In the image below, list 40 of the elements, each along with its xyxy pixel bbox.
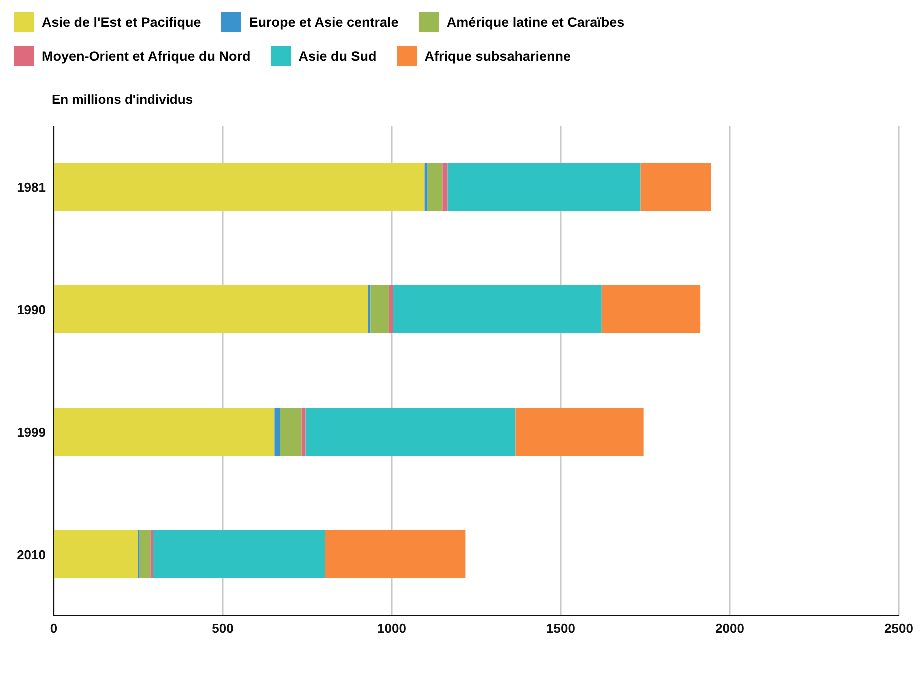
bar <box>442 163 448 211</box>
x-tick-label: 0 <box>50 621 58 636</box>
bar <box>302 408 306 456</box>
bar <box>150 530 154 578</box>
bar <box>393 286 602 334</box>
legend-label: Europe et Asie centrale <box>249 14 399 30</box>
x-tick-label: 1500 <box>546 621 576 636</box>
bar <box>54 408 275 456</box>
x-axis-title: En millions d'individus <box>51 92 194 109</box>
bar <box>428 163 443 211</box>
x-tick-label: 1000 <box>378 621 406 636</box>
bar <box>54 530 138 578</box>
bar <box>448 163 641 211</box>
bar <box>306 408 516 456</box>
legend-label: Asie du Sud <box>298 48 377 64</box>
bar <box>370 286 389 334</box>
bar <box>54 286 368 334</box>
y-tick-label: 1981 <box>17 180 46 195</box>
x-tick-label: 2000 <box>716 621 744 636</box>
legend-label: Amérique latine et Caraïbes <box>446 14 625 30</box>
bar <box>153 530 326 578</box>
legend-label: Afrique subsaharienne <box>424 48 572 64</box>
bar <box>325 530 466 578</box>
y-tick-label: 1990 <box>17 302 46 318</box>
bar <box>140 530 151 578</box>
legend-label: Moyen-Orient et Afrique du Nord <box>42 48 251 64</box>
bar <box>280 408 302 456</box>
y-tick-label: 2010 <box>17 547 46 562</box>
bar <box>54 163 425 211</box>
bar <box>424 163 428 211</box>
bar <box>368 286 371 334</box>
x-tick-label: 500 <box>212 621 234 636</box>
bar <box>640 163 712 211</box>
bar <box>388 286 394 334</box>
y-tick-label: 1999 <box>17 424 46 440</box>
legend-label: Asie de l'Est et Pacifique <box>42 14 202 30</box>
bar <box>516 408 644 456</box>
bar <box>274 408 280 456</box>
x-tick-label: 2500 <box>884 621 914 636</box>
bar <box>602 286 701 334</box>
